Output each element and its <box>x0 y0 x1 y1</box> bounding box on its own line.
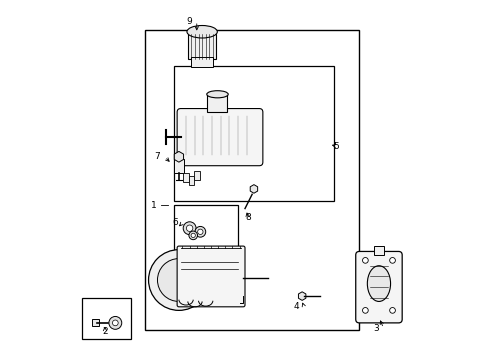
Ellipse shape <box>368 266 391 301</box>
FancyBboxPatch shape <box>177 109 263 166</box>
Text: 9: 9 <box>187 17 193 26</box>
Circle shape <box>186 225 193 231</box>
Bar <box>192 57 213 67</box>
Text: 5: 5 <box>333 141 339 150</box>
Ellipse shape <box>207 91 228 98</box>
Text: 8: 8 <box>245 213 251 222</box>
Bar <box>194 171 199 180</box>
Circle shape <box>390 307 395 313</box>
Circle shape <box>195 226 206 237</box>
FancyBboxPatch shape <box>177 246 245 307</box>
Circle shape <box>148 249 209 310</box>
Bar <box>188 33 217 59</box>
Circle shape <box>363 257 368 263</box>
Bar <box>145 30 359 330</box>
Circle shape <box>189 231 197 240</box>
Circle shape <box>390 257 395 263</box>
Ellipse shape <box>187 26 218 38</box>
FancyBboxPatch shape <box>356 251 402 323</box>
Text: 3: 3 <box>373 324 379 333</box>
Bar <box>82 298 131 339</box>
Text: 7: 7 <box>155 152 160 161</box>
Circle shape <box>109 316 122 329</box>
Bar <box>173 205 238 251</box>
Bar <box>173 66 334 202</box>
Circle shape <box>157 258 200 301</box>
Circle shape <box>197 229 203 234</box>
Bar <box>373 246 384 255</box>
Text: 4: 4 <box>294 302 299 311</box>
Bar <box>183 173 189 182</box>
Text: 1: 1 <box>151 201 157 210</box>
Circle shape <box>183 222 196 235</box>
Circle shape <box>363 307 368 313</box>
Circle shape <box>113 320 118 326</box>
Text: 6: 6 <box>172 219 178 228</box>
Circle shape <box>191 233 196 238</box>
Text: 2: 2 <box>102 327 108 336</box>
Bar <box>173 158 184 173</box>
Bar <box>92 319 98 327</box>
Bar <box>207 94 227 112</box>
Bar <box>189 176 194 185</box>
